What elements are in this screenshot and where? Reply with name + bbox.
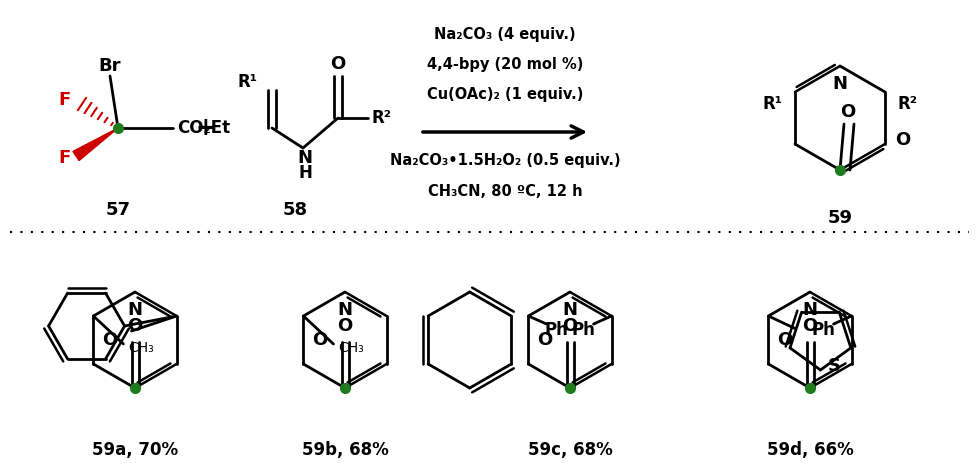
Text: O: O	[802, 317, 817, 335]
Text: O: O	[776, 331, 791, 349]
Text: O: O	[311, 331, 327, 349]
Text: 4,4-bpy (20 mol %): 4,4-bpy (20 mol %)	[426, 58, 583, 73]
Text: Br: Br	[99, 57, 121, 75]
Text: 57: 57	[106, 201, 130, 219]
Text: F: F	[58, 149, 70, 167]
Text: Ph: Ph	[571, 321, 595, 339]
Text: Cu(OAc)₂ (1 equiv.): Cu(OAc)₂ (1 equiv.)	[426, 88, 583, 102]
Text: +: +	[195, 116, 214, 140]
Text: R²: R²	[896, 95, 916, 113]
Text: R²: R²	[372, 109, 391, 127]
Text: 59b, 68%: 59b, 68%	[301, 441, 388, 459]
Text: 59a, 70%: 59a, 70%	[92, 441, 178, 459]
Text: 59c, 68%: 59c, 68%	[527, 441, 612, 459]
Text: O: O	[330, 55, 345, 73]
Text: R¹: R¹	[762, 95, 782, 113]
Text: 59d, 66%: 59d, 66%	[766, 441, 853, 459]
Polygon shape	[73, 128, 118, 161]
Text: S: S	[827, 357, 840, 375]
Text: N: N	[831, 75, 847, 93]
Text: O: O	[561, 317, 577, 335]
Text: N: N	[127, 301, 143, 319]
Text: H: H	[297, 164, 312, 182]
Text: O: O	[536, 331, 552, 349]
Text: O: O	[839, 103, 855, 121]
Text: O: O	[102, 331, 117, 349]
Text: O: O	[337, 317, 352, 335]
Text: CH₃: CH₃	[128, 341, 155, 355]
Text: Ph: Ph	[544, 321, 568, 339]
Text: 58: 58	[282, 201, 307, 219]
Text: N: N	[562, 301, 577, 319]
Text: CH₃: CH₃	[338, 341, 364, 355]
Text: R¹: R¹	[238, 73, 258, 91]
Text: F: F	[58, 91, 70, 109]
Text: Na₂CO₃•1.5H₂O₂ (0.5 equiv.): Na₂CO₃•1.5H₂O₂ (0.5 equiv.)	[389, 153, 620, 168]
Text: 59: 59	[826, 209, 852, 227]
Text: Na₂CO₃ (4 equiv.): Na₂CO₃ (4 equiv.)	[434, 28, 575, 43]
Text: N: N	[297, 149, 312, 167]
Text: Ph: Ph	[811, 321, 834, 339]
Text: O: O	[127, 317, 143, 335]
Text: N: N	[337, 301, 352, 319]
Text: O: O	[895, 131, 910, 149]
Text: CH₃CN, 80 ºC, 12 h: CH₃CN, 80 ºC, 12 h	[427, 184, 582, 199]
Text: CO₂Et: CO₂Et	[177, 119, 231, 137]
Text: N: N	[802, 301, 817, 319]
